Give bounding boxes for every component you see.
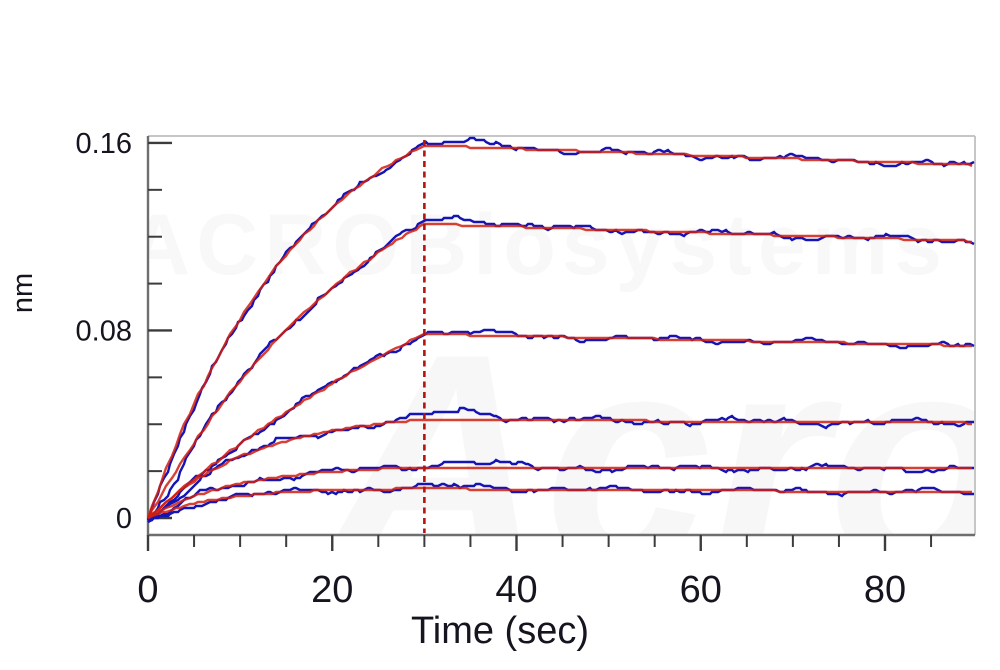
fit-line-4 [147,418,972,519]
fit-line-6 [147,486,972,520]
x-tick-label: 60 [680,569,722,611]
x-tick-label: 40 [495,569,537,611]
fit-line-3 [147,332,972,519]
x-tick-label: 80 [864,569,906,611]
x-tick-label: 0 [137,569,158,611]
data-trace-2 [147,214,975,523]
x-tick-label: 20 [311,569,353,611]
x-axis-title: Time (sec) [410,610,590,652]
data-trace-5 [148,458,974,520]
data-trace-1 [147,136,975,521]
data-trace-6 [148,482,974,522]
fit-line-1 [147,144,973,519]
fit-line-2 [147,222,972,519]
y-tick-label: 0.08 [76,315,132,347]
y-axis-title: nm [7,272,39,314]
y-tick-label: 0.16 [76,128,132,160]
y-tick-label: 0 [116,503,132,535]
fit-line-5 [147,466,972,520]
